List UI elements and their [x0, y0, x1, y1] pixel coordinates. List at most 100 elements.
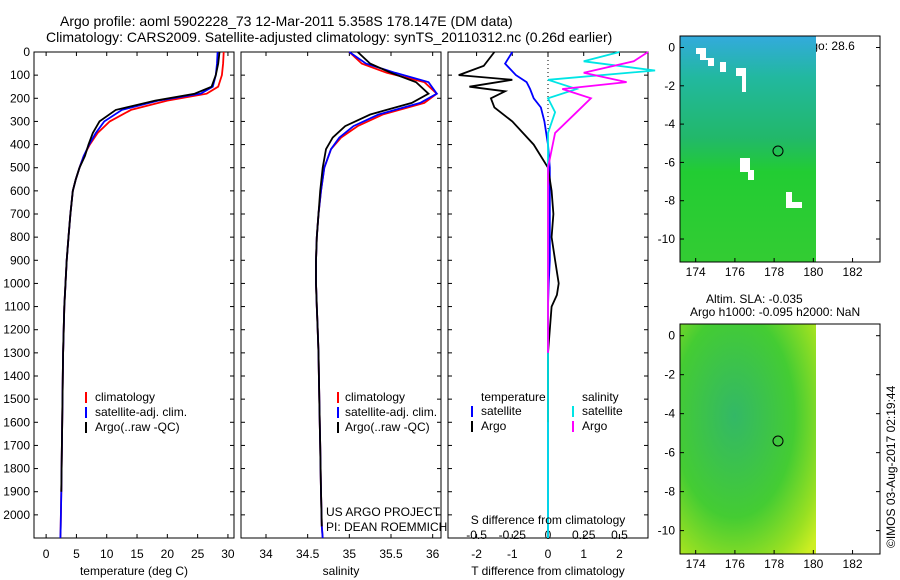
t-difference-tick-label: -1: [507, 547, 518, 561]
s-difference-axis-label: S difference from climatology: [471, 513, 626, 527]
temperature-tick-label: 15: [130, 547, 144, 561]
t-difference-axis-label: T difference from climatology: [471, 564, 625, 578]
legend-t-satellite-label: satellite: [481, 404, 522, 418]
s-difference-tick-label: 0.25: [572, 528, 596, 542]
temperature-tick-label: 5: [73, 547, 80, 561]
legend-argo-label: Argo(..raw -QC): [345, 420, 430, 434]
sla-map-frame: [679, 323, 881, 555]
depth-tick-label: 2000: [3, 508, 30, 522]
depth-tick-label: 1300: [3, 346, 30, 360]
depth-tick-label: 1500: [3, 392, 30, 406]
sst-lon-label: 182: [843, 265, 863, 279]
s-difference-tick-label: 0.5: [611, 528, 628, 542]
sla-lat-label: -6: [664, 446, 675, 460]
sla-lon-label: 176: [725, 557, 745, 571]
title-line-2: Climatology: CARS2009. Satellite-adjuste…: [46, 29, 612, 45]
depth-tick-label: 600: [10, 184, 30, 198]
depth-tick-label: 1000: [3, 276, 30, 290]
sst-map-image: [680, 36, 816, 262]
salinity-climatology-line: [315, 51, 439, 539]
sla-map-title-1: Altim. SLA: -0.035: [706, 292, 803, 306]
legend-climatology-label: climatology: [95, 390, 155, 404]
depth-tick-label: 1600: [3, 415, 30, 429]
sla-lat-label: -4: [664, 407, 675, 421]
salinity-satellite-adj-clim--line: [315, 51, 439, 539]
difference-legend: temperature salinity satellite Argo sate…: [471, 390, 623, 433]
depth-tick-label: 500: [10, 161, 30, 175]
depth-tick-label: 1400: [3, 369, 30, 383]
sst-cloud-mask: [696, 48, 802, 208]
depth-tick-label: 800: [10, 230, 30, 244]
t-difference-tick-label: -2: [471, 547, 482, 561]
legend-t-argo-label: Argo: [481, 419, 507, 433]
t-difference-tick-label: 1: [580, 547, 587, 561]
depth-tick-label: 900: [10, 253, 30, 267]
sla-lat-label: -2: [664, 368, 675, 382]
temperature-tick-label: 30: [221, 547, 235, 561]
depth-tick-label: 1200: [3, 323, 30, 337]
sla-map-title-2: Argo h1000: -0.095 h2000: NaN: [690, 305, 860, 319]
credit-line-2: PI: DEAN ROEMMICH: [326, 520, 447, 534]
sst-lon-label: 176: [725, 265, 745, 279]
argo-float-marker-sla: [772, 435, 784, 447]
s-difference-tick-label: -0.5: [466, 528, 487, 542]
temperature-tick-label: 25: [191, 547, 205, 561]
sla-lon-label: 180: [803, 557, 823, 571]
depth-tick-label: 1900: [3, 485, 30, 499]
difference-t-argo-line: [458, 51, 560, 423]
depth-tick-label: 1800: [3, 462, 30, 476]
legend-temperature-title: temperature: [481, 390, 546, 404]
sla-map-image: [680, 324, 816, 554]
temperature-panel-frame: [33, 51, 235, 539]
sst-map-frame: [679, 35, 881, 263]
salinity-argo-line: [315, 51, 431, 527]
salinity-tick-label: 34: [259, 547, 273, 561]
salinity-panel-frame: [240, 51, 442, 539]
legend-argo-label: Argo(..raw -QC): [95, 420, 180, 434]
sla-lat-label: -10: [658, 524, 676, 538]
legend-climatology-label: climatology: [345, 390, 405, 404]
temperature-legend: climatology satellite-adj. clim. Argo(..…: [85, 390, 187, 434]
depth-tick-label: 1100: [4, 300, 30, 314]
sst-lon-label: 174: [686, 265, 706, 279]
salinity-tick-label: 34.5: [296, 547, 320, 561]
sst-lat-label: -10: [658, 232, 676, 246]
depth-tick-label: 0: [23, 45, 30, 59]
depth-tick-label: 1700: [3, 438, 30, 452]
sst-lon-label: 180: [803, 265, 823, 279]
temperature-climatology-line: [59, 51, 225, 539]
temperature-tick-label: 20: [161, 547, 175, 561]
sla-lon-label: 182: [843, 557, 863, 571]
salinity-legend: climatology satellite-adj. clim. Argo(..…: [337, 390, 437, 434]
argo-float-marker: [772, 145, 784, 157]
legend-salinity-title: salinity: [582, 390, 619, 404]
legend-s-argo-label: Argo: [582, 419, 608, 433]
timestamp: ©IMOS 03-Aug-2017 02:19:44: [884, 385, 898, 548]
sst-lat-label: -4: [664, 117, 675, 131]
depth-tick-label: 700: [10, 207, 30, 221]
sst-lon-label: 178: [764, 265, 784, 279]
sla-lon-label: 178: [764, 557, 784, 571]
difference-s-satellite-line: [546, 51, 656, 538]
sla-lon-label: 174: [686, 557, 706, 571]
temperature-satellite-adj-clim--line: [59, 51, 219, 539]
salinity-tick-label: 35: [343, 547, 357, 561]
depth-tick-label: 300: [10, 114, 30, 128]
t-difference-tick-label: 0: [545, 547, 552, 561]
difference-s-argo-line: [547, 51, 649, 353]
temperature-argo-line: [60, 51, 221, 492]
title-line-1: Argo profile: aoml 5902228_73 12-Mar-201…: [60, 13, 513, 29]
depth-tick-label: 100: [10, 68, 30, 82]
temperature-tick-label: 10: [100, 547, 114, 561]
depth-tick-label: 200: [10, 91, 30, 105]
temperature-tick-label: 0: [43, 547, 50, 561]
sst-lat-label: 0: [668, 40, 675, 54]
salinity-tick-label: 36: [426, 547, 440, 561]
sla-lat-label: -8: [664, 485, 675, 499]
legend-s-satellite-label: satellite: [582, 404, 623, 418]
legend-satellite-label: satellite-adj. clim.: [345, 405, 437, 419]
sla-map: [679, 323, 881, 555]
sst-lat-label: -2: [664, 79, 675, 93]
salinity-axis-label: salinity: [323, 564, 360, 578]
